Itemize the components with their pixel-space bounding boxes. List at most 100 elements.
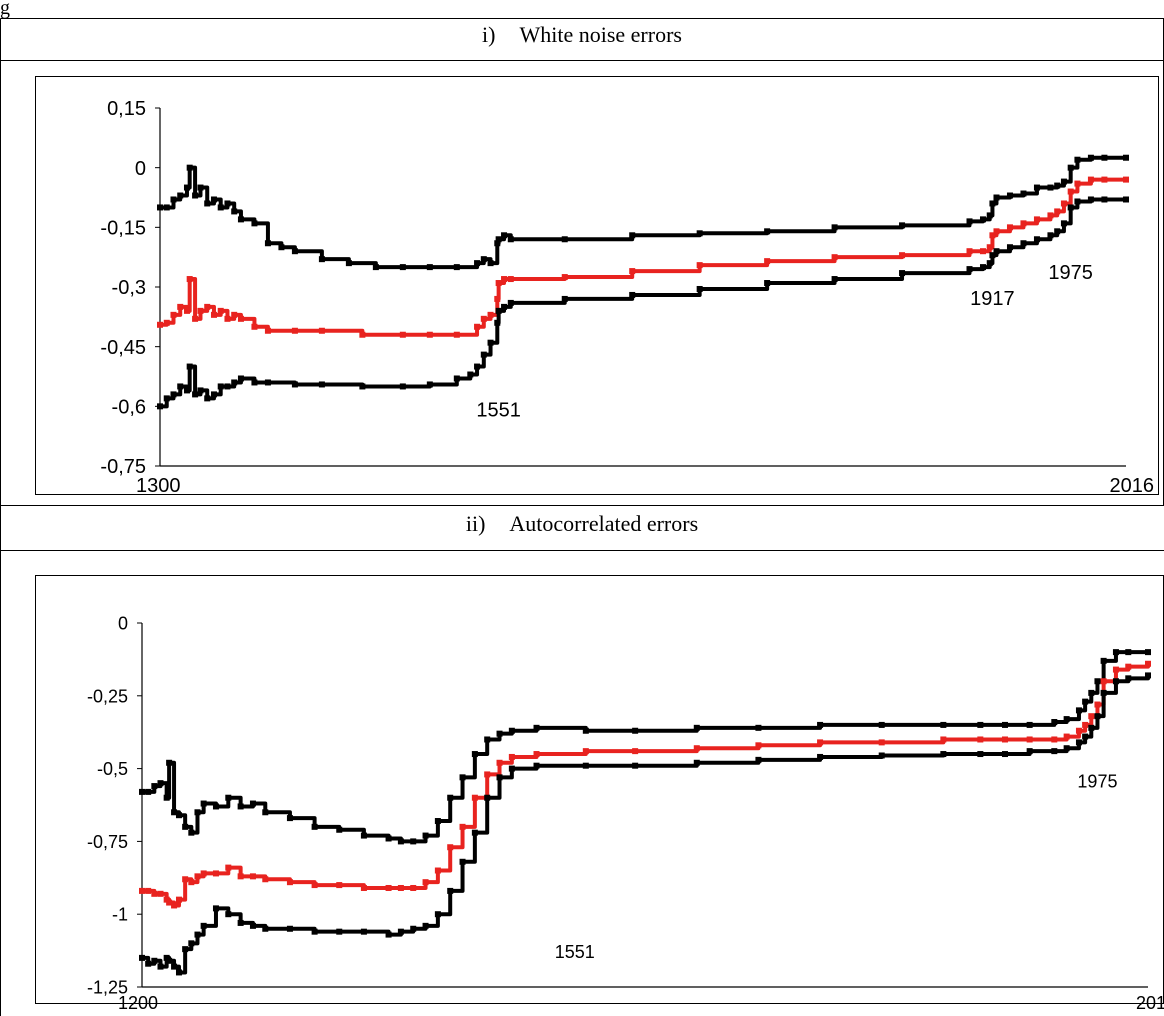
x-tick-label: 2016 bbox=[1110, 475, 1155, 497]
data-point bbox=[171, 902, 178, 909]
data-point bbox=[345, 260, 352, 267]
year-annotation: 1551 bbox=[555, 942, 595, 962]
data-point bbox=[183, 387, 190, 394]
data-point bbox=[1101, 154, 1108, 161]
data-point bbox=[1067, 164, 1074, 171]
data-point bbox=[582, 762, 589, 769]
data-point bbox=[286, 925, 293, 932]
y-tick-label: -1,25 bbox=[87, 977, 128, 997]
data-point bbox=[1088, 689, 1095, 696]
data-point bbox=[507, 236, 514, 243]
data-point bbox=[1060, 200, 1067, 207]
year-annotation: 1551 bbox=[476, 399, 521, 421]
data-point bbox=[1033, 236, 1040, 243]
data-point bbox=[1112, 678, 1119, 685]
data-point bbox=[1074, 156, 1081, 163]
data-point bbox=[471, 829, 478, 836]
data-point bbox=[1051, 748, 1058, 755]
data-point bbox=[175, 969, 182, 976]
data-point bbox=[508, 753, 515, 760]
data-point bbox=[1087, 176, 1094, 183]
data-point bbox=[410, 838, 417, 845]
data-point bbox=[632, 762, 639, 769]
data-point bbox=[197, 307, 204, 314]
data-point bbox=[533, 724, 540, 731]
data-point bbox=[979, 248, 986, 255]
data-point bbox=[453, 264, 460, 271]
data-point bbox=[410, 925, 417, 932]
data-point bbox=[212, 870, 219, 877]
data-point bbox=[459, 858, 466, 865]
data-point bbox=[979, 264, 986, 271]
data-point bbox=[422, 832, 429, 839]
data-point bbox=[831, 224, 838, 231]
data-point bbox=[231, 311, 238, 318]
data-point bbox=[397, 884, 404, 891]
data-point bbox=[399, 331, 406, 338]
data-point bbox=[157, 780, 164, 787]
data-point bbox=[1006, 224, 1013, 231]
data-point bbox=[993, 194, 1000, 201]
data-point bbox=[286, 815, 293, 822]
data-point bbox=[397, 838, 404, 845]
data-point bbox=[399, 264, 406, 271]
data-point bbox=[1067, 204, 1074, 211]
data-point bbox=[1063, 733, 1070, 740]
y-tick-label: -0,45 bbox=[100, 337, 146, 359]
data-point bbox=[217, 204, 224, 211]
data-point bbox=[237, 315, 244, 322]
data-point bbox=[1075, 727, 1082, 734]
data-point bbox=[188, 879, 195, 886]
data-point bbox=[1001, 721, 1008, 728]
data-point bbox=[1020, 240, 1027, 247]
data-point bbox=[467, 371, 474, 378]
panel-title-text: White noise errors bbox=[519, 22, 682, 47]
data-point bbox=[1020, 220, 1027, 227]
data-point bbox=[231, 379, 238, 386]
data-point bbox=[186, 164, 193, 171]
x-tick-label: 1300 bbox=[136, 475, 181, 497]
data-point bbox=[399, 383, 406, 390]
data-point bbox=[385, 835, 392, 842]
data-point bbox=[264, 327, 271, 334]
data-point bbox=[1094, 678, 1101, 685]
data-point bbox=[817, 721, 824, 728]
data-point bbox=[1101, 176, 1108, 183]
data-point bbox=[422, 922, 429, 929]
data-point bbox=[194, 931, 201, 938]
y-tick-label: 0 bbox=[135, 158, 146, 180]
data-point bbox=[1125, 663, 1132, 670]
data-point bbox=[278, 244, 285, 251]
data-point bbox=[582, 748, 589, 755]
data-point bbox=[989, 232, 996, 239]
data-point bbox=[157, 204, 163, 211]
data-point bbox=[484, 736, 491, 743]
data-point bbox=[561, 274, 568, 281]
data-point bbox=[434, 867, 441, 874]
data-point bbox=[817, 753, 824, 760]
data-point bbox=[224, 383, 231, 390]
data-point bbox=[940, 721, 947, 728]
y-tick-label: -0,75 bbox=[100, 456, 146, 478]
panel-number: ii) bbox=[465, 511, 486, 536]
year-annotation: 1917 bbox=[970, 288, 1015, 310]
data-point bbox=[1060, 178, 1067, 185]
data-point bbox=[755, 756, 762, 763]
data-point bbox=[200, 800, 207, 807]
data-point bbox=[447, 844, 454, 851]
data-point bbox=[966, 266, 973, 273]
data-point bbox=[755, 724, 762, 731]
data-point bbox=[170, 391, 177, 398]
data-point bbox=[496, 730, 503, 737]
data-point bbox=[484, 794, 491, 801]
data-point bbox=[163, 395, 170, 402]
data-point bbox=[163, 319, 170, 326]
data-point bbox=[1112, 649, 1119, 656]
data-point bbox=[249, 873, 256, 880]
data-point bbox=[163, 204, 170, 211]
data-point bbox=[693, 724, 700, 731]
y-tick-label: 0,15 bbox=[107, 98, 146, 120]
data-point bbox=[764, 280, 771, 287]
data-point bbox=[210, 196, 217, 203]
